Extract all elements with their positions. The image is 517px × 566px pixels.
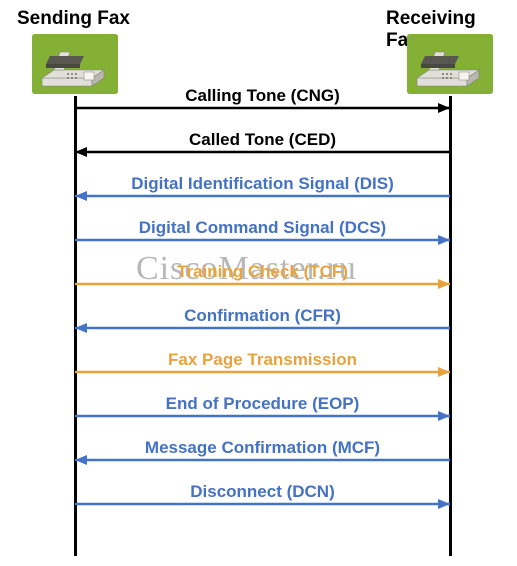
message-label: End of Procedure (EOP) (73, 394, 453, 414)
receiving-fax-icon (407, 34, 493, 94)
message-label: Digital Identification Signal (DIS) (73, 174, 453, 194)
sending-fax-icon (32, 34, 118, 94)
fax-sequence-diagram: Sending FaxReceiving Fax CiscoMaster.ruC… (8, 8, 508, 558)
message-label: Calling Tone (CNG) (73, 86, 453, 106)
message-label: Called Tone (CED) (73, 130, 453, 150)
message-label: Training Check (TCF) (73, 262, 453, 282)
message-label: Message Confirmation (MCF) (73, 438, 453, 458)
sending-fax-title: Sending Fax (17, 8, 130, 30)
message-label: Digital Command Signal (DCS) (73, 218, 453, 238)
message-label: Confirmation (CFR) (73, 306, 453, 326)
message-label: Disconnect (DCN) (73, 482, 453, 502)
message-label: Fax Page Transmission (73, 350, 453, 370)
